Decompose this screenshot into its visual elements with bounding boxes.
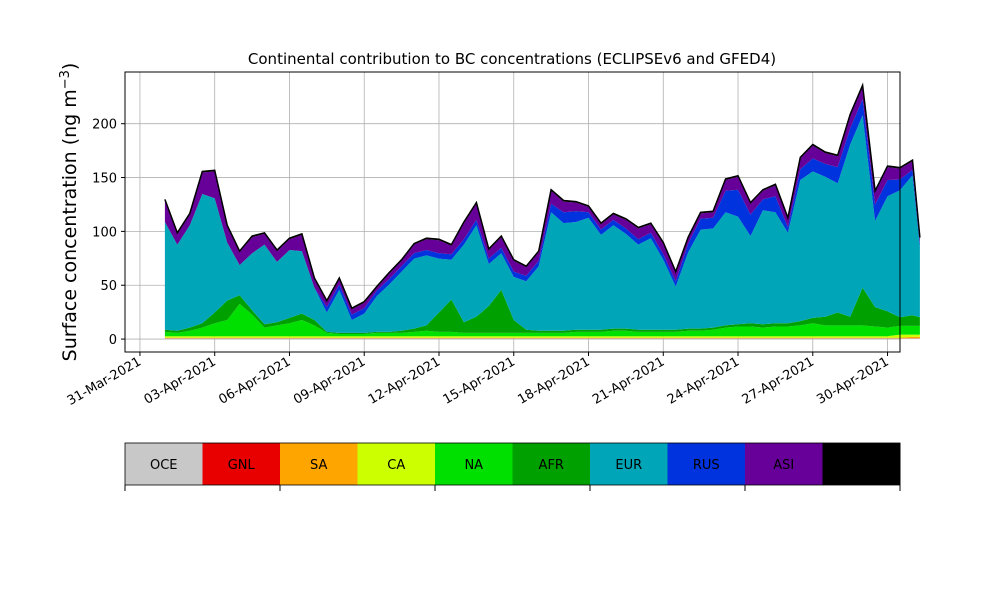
y-axis-label-close: ) [59,63,81,70]
legend-label-gnl: GNL [228,458,256,473]
y-axis-label-exponent: −3 [58,70,73,89]
y-tick-label: 200 [92,118,117,133]
x-tick-label: 21-Apr-2021 [590,354,667,407]
x-tick-label: 31-Mar-2021 [65,354,144,408]
x-tick-label: 12-Apr-2021 [366,354,443,407]
legend-swatch-gnl [202,443,281,485]
legend-swatch-eur [590,443,668,485]
legend-frame [124,442,901,486]
y-axis-ticks: 0 50 100 150 200 [92,118,125,348]
x-tick-label: 06-Apr-2021 [216,354,293,407]
x-tick-label: 27-Apr-2021 [740,354,817,407]
y-axis-label: Surface concentration (ng m−3) [58,63,82,362]
x-tick-label: 15-Apr-2021 [441,354,518,407]
legend-swatch-afr [512,443,591,485]
legend-label-oce: OCE [150,458,178,473]
area-series-oce [164,338,920,340]
area-series-na [164,303,920,337]
legend-label-sa: SA [310,458,327,473]
plot-frame [124,71,901,353]
y-tick-label: 150 [92,172,117,187]
chart-title: Continental contribution to BC concentra… [248,50,776,68]
legend-swatch-rus [667,443,746,485]
x-tick-label: 24-Apr-2021 [665,354,742,407]
legend-swatch-oce [125,443,203,485]
x-tick-label: 09-Apr-2021 [291,354,368,407]
legend-label-rus: RUS [693,458,720,473]
legend-label-afr: AFR [539,458,564,473]
x-tick-label: 18-Apr-2021 [515,354,592,407]
legend-swatch-aus [822,443,901,485]
x-axis-ticks: 31-Mar-202103-Apr-202106-Apr-202109-Apr-… [65,352,892,409]
y-tick-label: 100 [92,225,117,240]
legend-colorbar: OCE GNL SA CA NA AFR EUR RUS ASI AUS [124,442,901,491]
legend-swatch-sa [280,443,358,485]
legend-label-asi: ASI [773,458,794,473]
legend-swatch-ca [357,443,436,485]
legend-label-ca: CA [387,458,405,473]
legend-swatch-asi [745,443,823,485]
x-tick-label: 30-Apr-2021 [814,354,891,407]
stacked-areas [164,85,920,340]
area-series-rus [164,99,920,320]
area-series-eur [164,115,920,333]
area-series-sa [164,336,920,339]
y-axis-label-text: Surface concentration (ng m [59,89,81,361]
legend-label-eur: EUR [615,458,642,473]
x-tick-label: 03-Apr-2021 [142,354,219,407]
legend-label-aus: AUS [848,458,875,473]
y-tick-label: 50 [100,279,117,294]
legend-swatch-na [435,443,513,485]
total-concentration-line [164,82,921,310]
legend-label-na: NA [464,458,483,473]
y-tick-label: 0 [109,333,117,348]
